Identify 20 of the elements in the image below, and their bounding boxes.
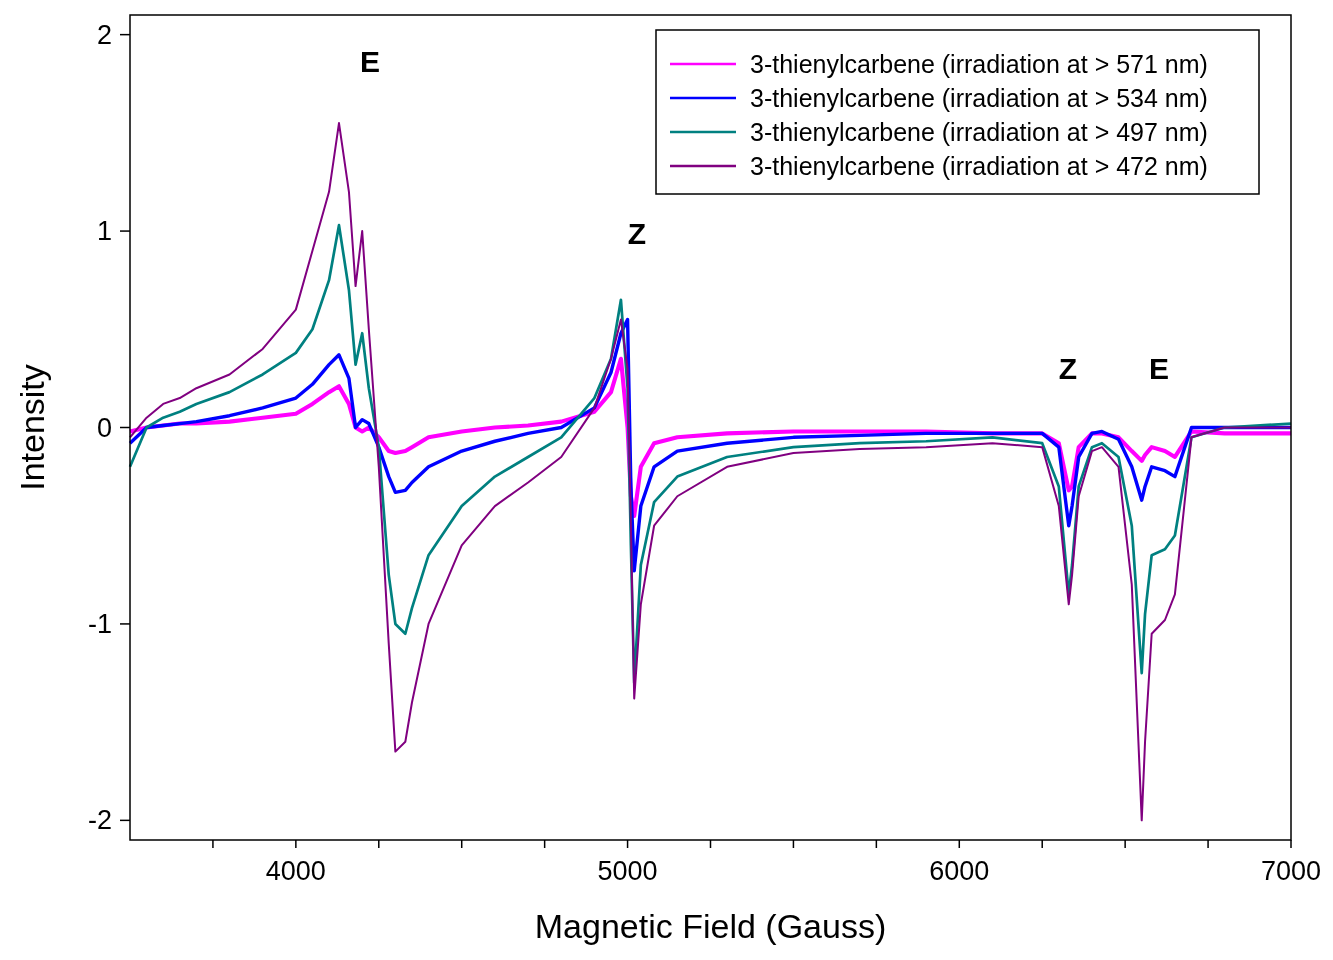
- x-tick-label: 5000: [597, 856, 658, 886]
- x-tick-label: 7000: [1260, 856, 1322, 886]
- y-tick-label: 2: [96, 19, 112, 50]
- annotation: Z: [1058, 352, 1078, 385]
- y-tick-label: -1: [87, 608, 112, 639]
- annotation: E: [1148, 352, 1170, 385]
- legend-label: 3-thienylcarbene (irradiation at > 497 nm): [750, 118, 1208, 146]
- x-tick-label: 4000: [265, 856, 326, 886]
- y-axis-title: Intensity: [13, 364, 51, 491]
- x-tick-label: 6000: [929, 856, 990, 886]
- legend-label: 3-thienylcarbene (irradiation at > 472 nm): [750, 152, 1208, 180]
- line-series: [129, 122, 1292, 822]
- y-tick-label: 0: [96, 412, 112, 443]
- y-tick-label: -2: [87, 805, 112, 836]
- annotation: E: [359, 45, 381, 78]
- legend-label: 3-thienylcarbene (irradiation at > 534 nm): [750, 84, 1208, 112]
- x-axis-title: Magnetic Field (Gauss): [534, 907, 887, 945]
- annotation: Z: [627, 217, 647, 250]
- y-tick-label: 1: [96, 216, 112, 247]
- legend-label: 3-thienylcarbene (irradiation at > 571 nm): [750, 50, 1208, 78]
